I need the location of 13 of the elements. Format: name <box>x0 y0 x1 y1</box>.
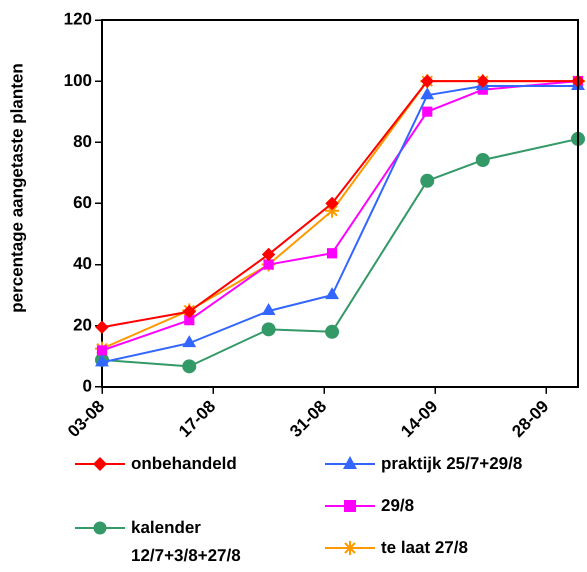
y-tick-label: 0 <box>82 376 92 396</box>
legend-label: onbehandeld <box>131 453 238 475</box>
y-tick-label: 120 <box>64 10 92 29</box>
y-tick-label: 60 <box>73 193 92 212</box>
y-axis-title: percentage aangetaste planten <box>8 62 28 312</box>
y-tick-label: 100 <box>64 70 92 90</box>
legend-label: 29/8 <box>381 495 416 517</box>
y-tick-label: 40 <box>73 254 92 274</box>
y-tick-label: 80 <box>73 132 92 151</box>
legend-label: kalender 12/7+3/8+27/8 <box>131 517 242 567</box>
legend-label: praktijk 25/7+29/8 <box>381 453 524 475</box>
legend-label: te laat 27/8 <box>381 537 469 559</box>
y-tick-label: 20 <box>73 315 92 334</box>
